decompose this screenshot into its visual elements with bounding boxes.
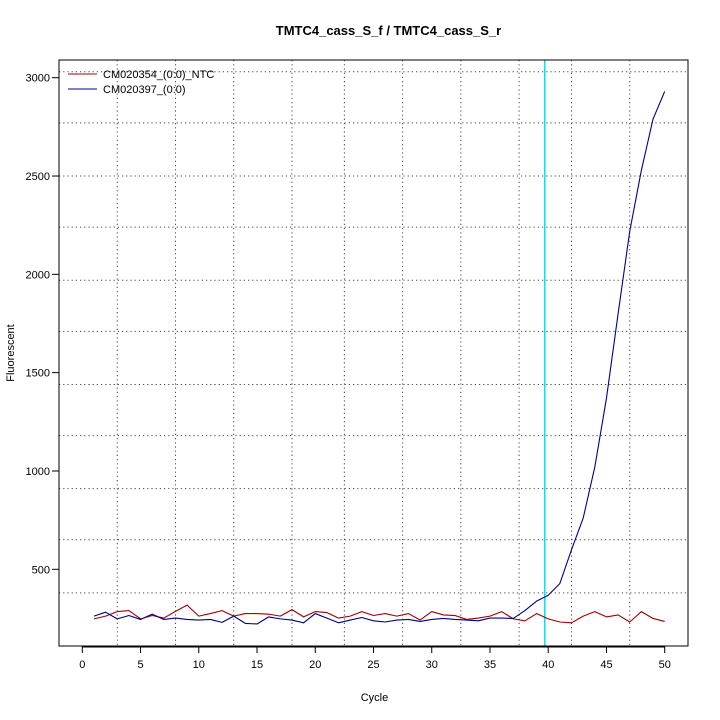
- y-tick-label: 3000: [26, 73, 50, 85]
- x-tick-label: 10: [193, 659, 205, 671]
- x-axis: 0 5 10 15 20 25 30 35 40 45 50: [79, 646, 671, 671]
- y-tick-label: 1500: [26, 368, 50, 380]
- y-tick-label: 1000: [26, 466, 50, 478]
- x-tick-label: 5: [137, 659, 143, 671]
- grid: [59, 60, 688, 646]
- y-axis: 500 1000 1500 2000 2500 3000: [26, 73, 60, 576]
- x-tick-label: 0: [79, 659, 85, 671]
- series-line-2: [93, 91, 666, 625]
- x-tick-label: 30: [426, 659, 438, 671]
- legend-label-2: CM020397_(0:0): [103, 84, 186, 96]
- x-tick-label: 20: [309, 659, 321, 671]
- y-tick-label: 500: [32, 564, 50, 576]
- y-axis-title: Fluorescent: [5, 324, 17, 381]
- legend: CM020354_(0:0)_NTC CM020397_(0:0): [68, 69, 214, 96]
- x-tick-label: 25: [367, 659, 379, 671]
- chart-title: TMTC4_cass_S_f / TMTC4_cass_S_r: [276, 23, 501, 38]
- series-line-1: [93, 604, 665, 624]
- x-axis-title: Cycle: [361, 692, 389, 704]
- x-tick-label: 50: [659, 659, 671, 671]
- y-tick-label: 2500: [26, 171, 50, 183]
- series-lines: [93, 91, 666, 625]
- x-tick-label: 15: [251, 659, 263, 671]
- y-tick-label: 2000: [26, 269, 50, 281]
- legend-label-1: CM020354_(0:0)_NTC: [103, 69, 214, 81]
- x-tick-label: 35: [484, 659, 496, 671]
- x-tick-label: 40: [542, 659, 554, 671]
- x-tick-label: 45: [600, 659, 612, 671]
- plot-frame: [58, 59, 689, 647]
